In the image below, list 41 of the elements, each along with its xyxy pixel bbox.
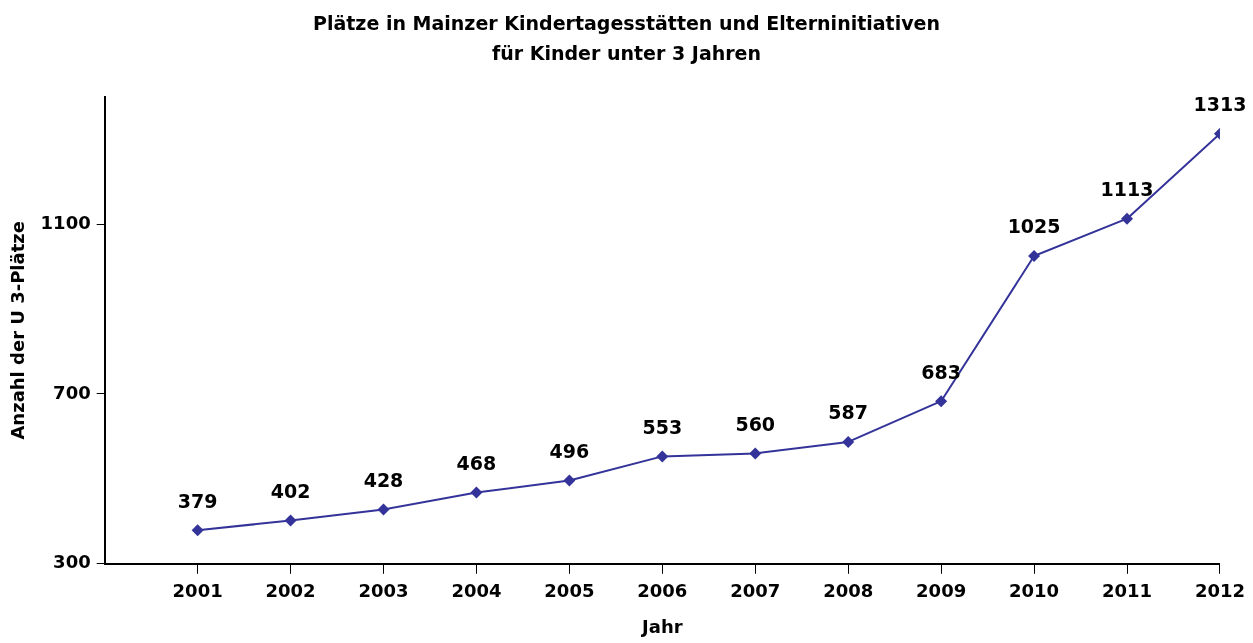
data-label: 428 (363, 468, 404, 491)
x-tick-label: 2010 (1009, 580, 1060, 602)
x-tick-label: 2008 (823, 580, 874, 602)
data-label: 496 (549, 440, 590, 463)
data-label: 468 (456, 451, 497, 474)
point (284, 514, 297, 527)
y-tick-label: 300 (53, 551, 91, 573)
x-tick-label: 2003 (358, 580, 409, 602)
point (842, 435, 855, 448)
point (749, 447, 762, 460)
x-axis-title: Jahr (640, 615, 683, 637)
x-tick-label: 2009 (916, 580, 967, 602)
data-label: 1113 (1100, 178, 1154, 201)
point (935, 395, 948, 408)
data-label: 560 (735, 412, 776, 435)
data-label: 553 (642, 415, 683, 438)
x-tick-label: 2005 (544, 580, 595, 602)
point (1121, 212, 1134, 225)
x-tick-label: 2007 (730, 580, 781, 602)
point (470, 486, 483, 499)
point (1028, 250, 1041, 263)
x-tick-label: 2006 (637, 580, 688, 602)
x-tick-label: 2004 (451, 580, 502, 602)
x-tick-label: 2001 (172, 580, 223, 602)
point (656, 450, 669, 463)
y-tick-label: 1100 (40, 211, 91, 233)
x-tick-label: 2011 (1101, 580, 1153, 602)
data-label: 402 (270, 479, 311, 502)
y-tick-label: 700 (53, 381, 91, 403)
data-label: 683 (921, 360, 961, 383)
y-axis-title: Anzahl der U 3-Plätze (7, 221, 29, 440)
data-label: 1025 (1007, 215, 1061, 238)
chart-title: Plätze in Mainzer Kindertagesstätten und Elterninitiativen für Kinder unter 3 Jahren (312, 11, 941, 66)
data-label: 587 (828, 401, 869, 424)
x-tick-label: 2012 (1194, 580, 1246, 602)
data-label: 1313 (1193, 93, 1247, 116)
point (377, 503, 390, 516)
data-label: 379 (177, 489, 218, 512)
point (563, 474, 576, 487)
point (191, 524, 204, 537)
x-tick-label: 2002 (265, 580, 316, 602)
